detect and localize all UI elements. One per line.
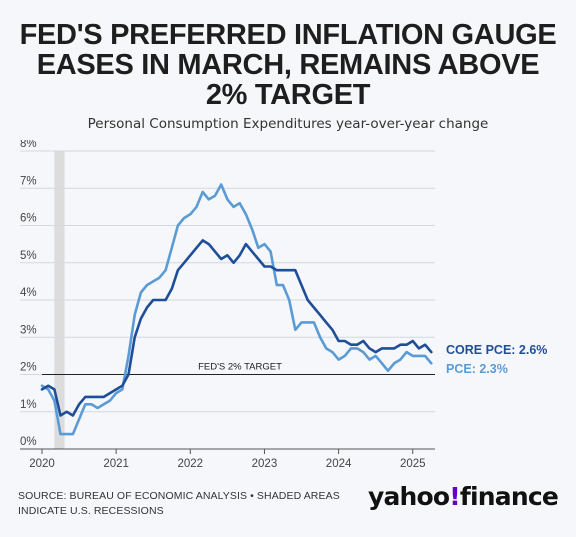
pce-line [40, 183, 433, 436]
title-line-1: FED'S PREFERRED INFLATION GAUGE [19, 19, 557, 51]
title-line-2: EASES IN MARCH, REMAINS ABOVE [36, 49, 540, 81]
y-tick-label: 2% [20, 362, 37, 374]
pce-end-label: PCE: 2.3% [446, 362, 508, 376]
chart-subtitle: Personal Consumption Expenditures year-o… [87, 116, 489, 132]
pce-line-chart: 0% 1% 2% 3% 4% 5% 6% 7% 8% 2020 2021 2022 2023 2024 20… [20, 140, 547, 470]
x-tick-label: 2025 [400, 458, 426, 470]
brand-right: finance [459, 482, 559, 511]
x-tick-label: 2021 [103, 458, 129, 470]
brand-mark: ! [449, 482, 460, 511]
core-pce-end-label: CORE PCE: 2.6% [446, 343, 547, 357]
y-tick-label: 0% [20, 436, 37, 448]
y-tick-label: 1% [20, 399, 37, 411]
y-tick-label: 8% [20, 140, 37, 150]
y-tick-label: 6% [20, 213, 37, 225]
chart-title: FED'S PREFERRED INFLATION GAUGE EASES IN… [0, 20, 576, 110]
y-tick-label: 7% [20, 175, 37, 187]
title-line-3: 2% TARGET [205, 79, 371, 111]
x-tick-label: 2023 [252, 458, 278, 470]
y-tick-label: 4% [20, 287, 37, 299]
source-line-1: SOURCE: BUREAU OF ECONOMIC ANALYSIS • SH… [18, 490, 340, 502]
core-pce-line [40, 239, 433, 417]
source-note: SOURCE: BUREAU OF ECONOMIC ANALYSIS • SH… [18, 489, 340, 519]
brand-left: yahoo [367, 482, 450, 511]
source-line-2: INDICATE U.S. RECESSIONS [18, 505, 164, 517]
x-tick-label: 2022 [178, 458, 204, 470]
yahoo-finance-logo: yahoo!finance [367, 482, 559, 511]
x-tick-label: 2020 [29, 458, 55, 470]
x-tick-label: 2024 [326, 458, 352, 470]
fed-target-label: FED'S 2% TARGET [198, 362, 282, 373]
y-tick-label: 3% [20, 324, 37, 336]
y-tick-label: 5% [20, 250, 37, 262]
